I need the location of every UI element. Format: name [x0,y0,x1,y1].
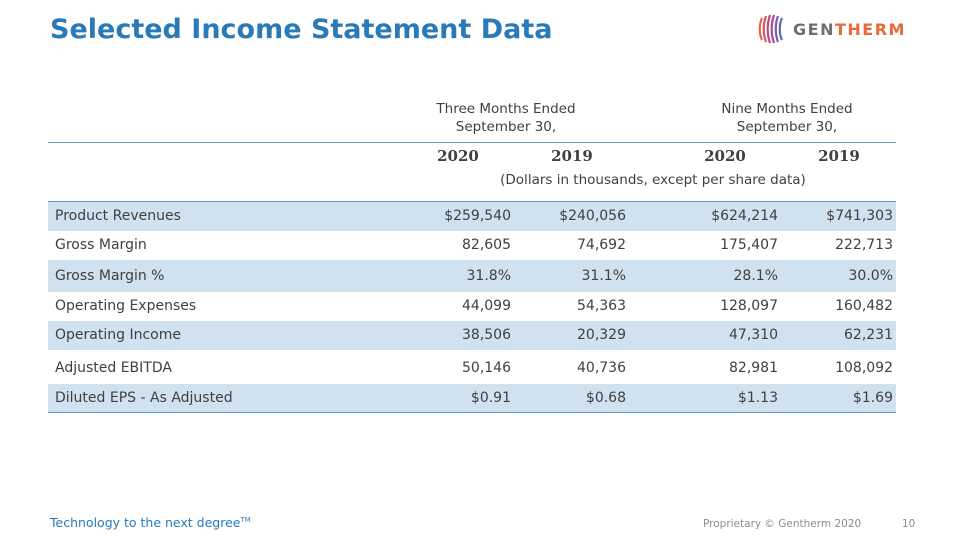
cell-q-2019: $0.68 [585,390,626,406]
year-header-9m-2020: 2020 [704,147,746,165]
header-rule [48,142,896,143]
table-row: Operating Income 38,506 20,329 47,310 62… [48,321,896,350]
cell-q-2020: 31.8% [466,268,511,284]
year-header-q-2019: 2019 [551,147,593,165]
row-label: Gross Margin [55,237,147,253]
cell-9m-2019: 160,482 [835,298,893,314]
year-header-q-2020: 2020 [437,147,479,165]
table-row: Adjusted EBITDA 50,146 40,736 82,981 108… [48,350,896,384]
table-row: Operating Expenses 44,099 54,363 128,097… [48,292,896,321]
table-row: Gross Margin 82,605 74,692 175,407 222,7… [48,231,896,260]
cell-9m-2019: 108,092 [835,360,893,376]
cell-q-2019: $240,056 [559,208,626,224]
table-row: Gross Margin % 31.8% 31.1% 28.1% 30.0% [48,260,896,292]
cell-q-2019: 54,363 [577,298,626,314]
cell-q-2020: $0.91 [470,390,511,406]
header-nine-months-line2: September 30, [736,119,838,135]
cell-q-2020: 82,605 [462,237,511,253]
cell-9m-2019: 30.0% [848,268,893,284]
row-label: Diluted EPS - As Adjusted [55,390,233,406]
logo-wordmark: GENTHERM [793,20,906,39]
cell-q-2019: 40,736 [577,360,626,376]
row-label: Adjusted EBITDA [55,360,172,376]
logo-wordmark-part1: GEN [793,19,835,39]
cell-9m-2020: $624,214 [711,208,778,224]
row-label: Operating Income [55,327,181,343]
row-label: Gross Margin % [55,268,165,284]
table-row: Diluted EPS - As Adjusted $0.91 $0.68 $1… [48,384,896,412]
cell-9m-2020: 128,097 [720,298,778,314]
trademark-mark: TM [240,515,251,524]
header-three-months-line1: Three Months Ended [436,101,576,117]
cell-9m-2020: 28.1% [733,268,778,284]
cell-9m-2020: $1.13 [737,390,778,406]
header-nine-months: Nine Months Ended September 30, [687,100,887,136]
cell-9m-2019: $741,303 [826,208,893,224]
tagline: Technology to the next degreeTM [50,515,251,530]
cell-9m-2019: $1.69 [852,390,893,406]
cell-9m-2020: 47,310 [729,327,778,343]
year-header-9m-2019: 2019 [818,147,860,165]
page-title: Selected Income Statement Data [50,14,553,45]
tagline-text: Technology to the next degree [50,515,241,530]
copyright-notice: Proprietary © Gentherm 2020 [703,518,862,530]
units-note: (Dollars in thousands, except per share … [500,172,806,188]
logo-wordmark-part2: THERM [834,19,906,39]
row-label: Product Revenues [55,208,181,224]
page-number: 10 [902,518,916,530]
cell-q-2019: 20,329 [577,327,626,343]
cell-q-2019: 74,692 [577,237,626,253]
cell-9m-2019: 62,231 [844,327,893,343]
cell-9m-2020: 175,407 [720,237,778,253]
company-logo: GENTHERM [758,14,906,44]
header-nine-months-line1: Nine Months Ended [721,101,853,117]
table-body: Product Revenues $259,540 $240,056 $624,… [48,201,896,413]
cell-q-2020: 38,506 [462,327,511,343]
gentherm-logo-icon [758,14,784,44]
cell-q-2020: 50,146 [462,360,511,376]
header-three-months: Three Months Ended September 30, [406,100,606,136]
header-three-months-line2: September 30, [455,119,557,135]
cell-q-2019: 31.1% [581,268,626,284]
cell-q-2020: $259,540 [444,208,511,224]
table-row: Product Revenues $259,540 $240,056 $624,… [48,202,896,231]
cell-q-2020: 44,099 [462,298,511,314]
cell-9m-2019: 222,713 [835,237,893,253]
row-label: Operating Expenses [55,298,197,314]
cell-9m-2020: 82,981 [729,360,778,376]
